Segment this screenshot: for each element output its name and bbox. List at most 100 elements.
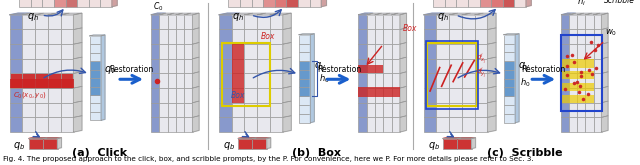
- Bar: [375, 44, 383, 59]
- Bar: [462, 88, 475, 103]
- Bar: [10, 117, 22, 132]
- Polygon shape: [283, 72, 291, 88]
- Bar: [458, 139, 472, 148]
- Bar: [475, 103, 488, 117]
- Bar: [168, 73, 176, 88]
- Bar: [48, 15, 61, 30]
- Bar: [504, 105, 515, 114]
- Bar: [367, 59, 375, 73]
- Polygon shape: [400, 43, 406, 59]
- Polygon shape: [193, 86, 199, 103]
- Polygon shape: [367, 13, 381, 15]
- Bar: [151, 117, 159, 132]
- Bar: [475, 117, 488, 132]
- Bar: [358, 73, 367, 88]
- Polygon shape: [90, 35, 105, 36]
- Bar: [151, 30, 159, 44]
- Bar: [593, 15, 602, 30]
- Bar: [270, 44, 283, 59]
- Bar: [367, 103, 375, 117]
- Bar: [449, 103, 462, 117]
- Bar: [383, 59, 392, 73]
- Bar: [392, 117, 400, 132]
- Polygon shape: [193, 57, 199, 73]
- Bar: [570, 15, 577, 30]
- Polygon shape: [74, 86, 82, 103]
- Polygon shape: [449, 13, 470, 15]
- Bar: [586, 73, 593, 88]
- Bar: [462, 117, 475, 132]
- Bar: [31, 0, 42, 7]
- Bar: [10, 15, 22, 30]
- Bar: [244, 15, 257, 30]
- Bar: [159, 103, 168, 117]
- Text: Scribble: Scribble: [604, 0, 634, 5]
- Bar: [299, 44, 310, 52]
- Polygon shape: [488, 101, 496, 117]
- Bar: [375, 103, 383, 117]
- Bar: [151, 73, 159, 88]
- Bar: [232, 117, 244, 132]
- Bar: [159, 59, 168, 73]
- Bar: [90, 78, 101, 87]
- Bar: [232, 44, 244, 103]
- Bar: [22, 117, 35, 132]
- Bar: [232, 73, 244, 88]
- Bar: [577, 73, 586, 88]
- Bar: [257, 73, 270, 88]
- Polygon shape: [22, 13, 44, 15]
- Text: $q_b$: $q_b$: [428, 140, 440, 151]
- Bar: [10, 73, 22, 88]
- Bar: [219, 117, 232, 132]
- Polygon shape: [219, 13, 240, 15]
- Bar: [462, 30, 475, 44]
- Bar: [426, 41, 478, 109]
- Bar: [61, 44, 74, 59]
- Bar: [270, 73, 283, 88]
- Polygon shape: [488, 57, 496, 73]
- Bar: [577, 44, 586, 59]
- Bar: [358, 117, 367, 132]
- Polygon shape: [400, 116, 406, 132]
- Bar: [561, 59, 593, 68]
- Bar: [449, 59, 462, 73]
- Bar: [375, 117, 383, 132]
- Bar: [287, 0, 298, 7]
- Polygon shape: [593, 13, 608, 15]
- Bar: [367, 15, 375, 30]
- Polygon shape: [602, 72, 608, 88]
- Bar: [65, 0, 77, 7]
- Polygon shape: [270, 13, 291, 15]
- Bar: [176, 59, 184, 73]
- Bar: [383, 117, 392, 132]
- Polygon shape: [283, 57, 291, 73]
- Bar: [48, 30, 61, 44]
- Bar: [561, 30, 570, 44]
- Bar: [593, 88, 602, 103]
- Bar: [586, 117, 593, 132]
- Bar: [367, 73, 375, 88]
- Bar: [586, 103, 593, 117]
- Point: [578, 98, 588, 100]
- Point: [562, 65, 572, 68]
- Bar: [586, 44, 593, 59]
- Bar: [299, 35, 310, 44]
- Polygon shape: [400, 72, 406, 88]
- Bar: [375, 59, 383, 73]
- Bar: [90, 95, 101, 103]
- Polygon shape: [443, 138, 461, 139]
- Bar: [168, 15, 176, 30]
- Point: [569, 82, 579, 84]
- Text: $q_b$: $q_b$: [13, 140, 26, 151]
- Bar: [35, 73, 48, 88]
- Bar: [449, 30, 462, 44]
- Bar: [159, 30, 168, 44]
- Bar: [504, 52, 515, 61]
- Bar: [424, 117, 436, 132]
- Bar: [445, 0, 456, 7]
- Polygon shape: [193, 13, 199, 30]
- Text: $q_v$: $q_v$: [104, 64, 116, 76]
- Point: [591, 67, 601, 70]
- Bar: [593, 44, 602, 59]
- Point: [572, 81, 582, 84]
